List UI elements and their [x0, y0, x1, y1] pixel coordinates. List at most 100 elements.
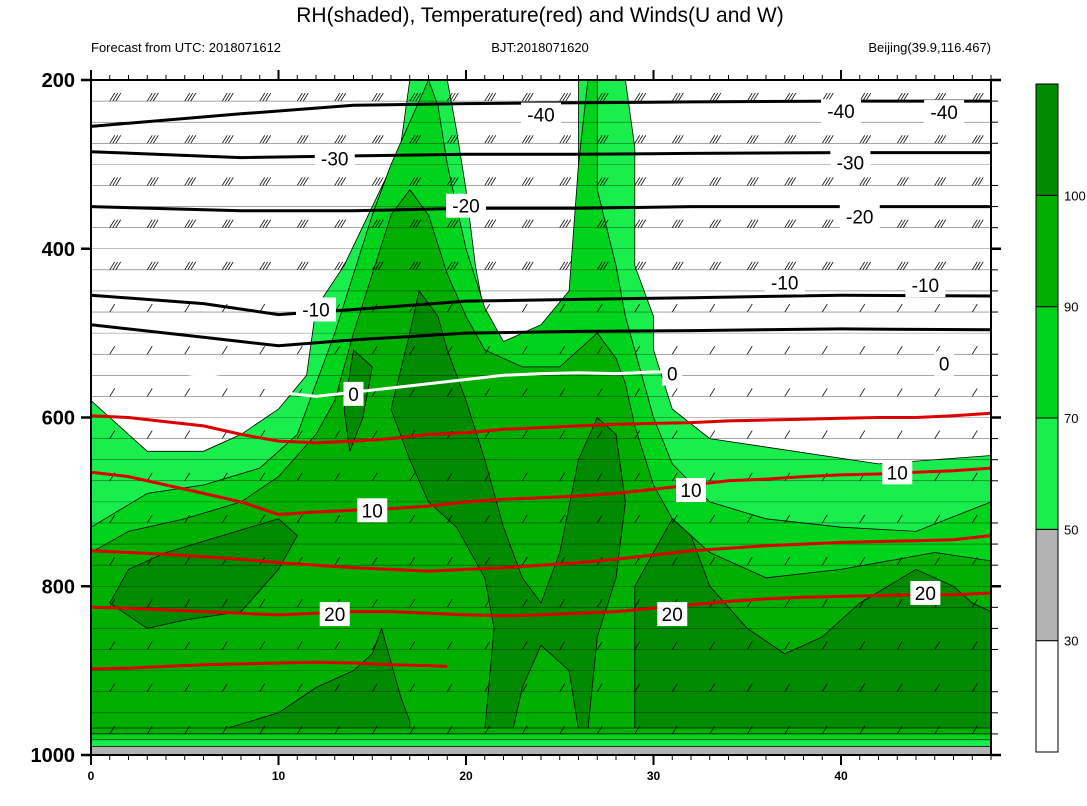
contour-label-1: -40: [821, 99, 861, 124]
svg-text:10: 10: [680, 481, 701, 502]
contour-label-7: -10: [296, 297, 336, 322]
rh-region-100-6: [222, 627, 411, 731]
wind-barb: [146, 641, 153, 650]
wind-barb: [221, 683, 228, 692]
wind-barb: [184, 219, 197, 228]
wind-barb: [559, 135, 572, 144]
wind-barb: [859, 556, 866, 566]
ytick-label-1000: 1000: [31, 745, 76, 767]
wind-barb: [934, 135, 947, 144]
wind-barb: [896, 430, 903, 439]
wind-barb: [896, 177, 909, 186]
wind-barb: [334, 219, 347, 228]
wind-barb: [634, 219, 647, 228]
surface-band-2: [91, 739, 991, 747]
wind-barb: [521, 472, 528, 481]
wind-barb: [596, 219, 609, 228]
contour-label-2: -40: [924, 100, 965, 125]
svg-text:20: 20: [324, 605, 345, 626]
wind-barb: [709, 725, 716, 735]
wind-barb: [634, 92, 647, 102]
wind-barb: [296, 599, 303, 608]
wind-barb: [146, 92, 159, 102]
wind-barb: [184, 641, 191, 650]
wind-barb: [409, 641, 416, 650]
wind-barb: [146, 346, 153, 355]
wind-barb: [484, 388, 491, 397]
wind-barb: [634, 346, 641, 355]
wind-barb: [371, 135, 384, 144]
svg-text:-40: -40: [527, 106, 554, 127]
wind-barb: [971, 388, 978, 397]
svg-text:10: 10: [362, 501, 383, 522]
wind-barb: [184, 177, 197, 186]
wind-barb: [296, 92, 309, 102]
wind-barb: [446, 725, 453, 735]
ytick-label-800: 800: [42, 576, 75, 598]
wind-barb: [334, 556, 341, 566]
wind-barb: [484, 556, 491, 566]
wind-barb: [371, 177, 384, 186]
wind-barb: [259, 135, 272, 144]
contour-label-4: -30: [830, 150, 871, 175]
xtick-label-40: 40: [834, 769, 848, 783]
wind-barb: [634, 556, 641, 566]
contour-label-5: -20: [446, 193, 486, 218]
isotherm-0: [91, 361, 991, 398]
wind-barb: [821, 346, 828, 355]
wind-barb: [709, 303, 716, 313]
subtitle-bjt: BJT:2018071620: [491, 40, 589, 55]
colorbar-tick-50: 50: [1064, 522, 1078, 537]
wind-barb: [184, 261, 197, 271]
wind-barb: [821, 261, 834, 271]
wind-barb: [559, 599, 566, 608]
wind-barb: [671, 92, 684, 102]
wind-barb: [821, 430, 828, 439]
wind-barb: [446, 472, 453, 481]
wind-barb: [521, 135, 534, 144]
subtitle-location: Beijing(39.9,116.467): [868, 40, 991, 55]
xtick-label-30: 30: [647, 769, 661, 783]
wind-barb: [746, 556, 753, 566]
isotherm-5: [91, 660, 448, 671]
wind-barb: [446, 135, 459, 144]
contour-label-11: 0: [662, 361, 683, 386]
wind-barb: [896, 261, 909, 271]
contour-label-0: -40: [521, 102, 561, 127]
wind-barb: [896, 388, 903, 397]
wind-barb: [971, 556, 978, 566]
contour-label-8: -10: [764, 270, 805, 295]
wind-barb: [596, 514, 603, 524]
wind-barb: [146, 261, 159, 271]
wind-barb: [484, 92, 497, 102]
wind-barb: [371, 472, 378, 481]
wind-barb: [446, 92, 459, 102]
wind-barb: [746, 135, 759, 144]
wind-barb: [859, 388, 866, 397]
wind-barb: [821, 388, 828, 397]
wind-barb: [484, 346, 491, 355]
wind-barb: [484, 135, 497, 144]
surface-bands: [91, 727, 991, 755]
wind-barb: [521, 346, 528, 355]
wind-barb: [746, 219, 759, 228]
wind-barb: [896, 683, 903, 692]
wind-barb: [934, 177, 947, 186]
svg-text:-40: -40: [930, 103, 957, 124]
wind-barb: [559, 92, 572, 102]
contour-label-17: 20: [657, 602, 688, 627]
wind-barb: [521, 683, 528, 692]
wind-barb: [671, 261, 684, 271]
wind-barb: [596, 388, 603, 397]
wind-barb: [971, 135, 984, 144]
isotherm-2: [91, 466, 991, 517]
colorbar-tick-70: 70: [1064, 411, 1078, 426]
wind-barb: [896, 346, 903, 355]
contour-label-16: 20: [319, 602, 350, 627]
wind-barb: [746, 725, 753, 735]
wind-barb: [709, 388, 716, 397]
wind-barb: [709, 683, 716, 692]
colorbar-bin-0: [1035, 640, 1059, 753]
wind-barb: [334, 177, 347, 186]
